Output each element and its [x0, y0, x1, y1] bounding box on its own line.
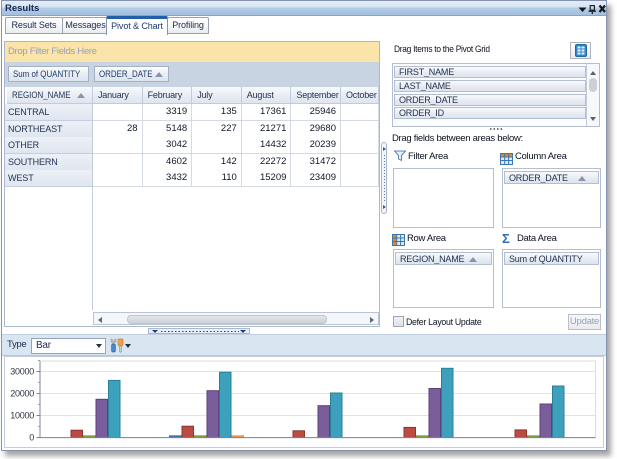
svg-text:0: 0	[29, 433, 34, 443]
svg-text:10000: 10000	[10, 411, 34, 421]
svg-text:30000: 30000	[10, 367, 34, 377]
svg-text:20000: 20000	[10, 389, 34, 399]
